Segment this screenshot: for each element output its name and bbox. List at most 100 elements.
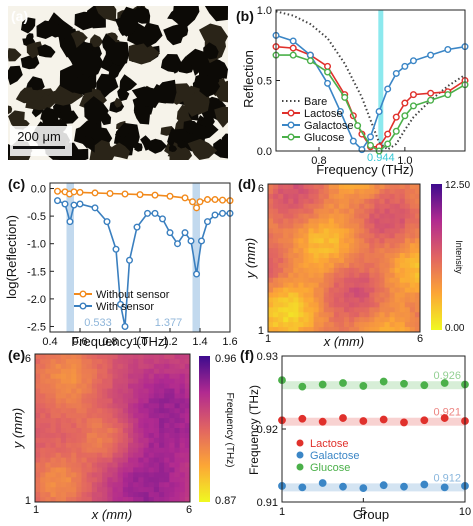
frequency-cell [50,447,57,454]
c-point-with-sensor [187,237,195,245]
intensity-cell [318,258,325,264]
frequency-cell [86,363,93,370]
intensity-cell [293,277,299,284]
frequency-cell [45,477,51,483]
intensity-cell [328,198,335,205]
intensity-cell [389,302,396,308]
intensity-cell [308,327,314,333]
f-point-glucose [400,379,408,388]
intensity-cell [303,208,309,214]
intensity-cell [338,233,345,239]
intensity-cell [374,238,380,244]
intensity-cell [359,262,365,269]
intensity-cell [394,282,401,288]
frequency-cell [174,457,181,463]
frequency-cell [97,497,103,503]
c-point-without-sensor [218,196,226,204]
frequency-cell [76,373,82,380]
intensity-cell [344,193,350,200]
intensity-cell [369,193,375,200]
intensity-cell [379,193,385,200]
intensity-cell [318,238,325,244]
intensity-cell [404,188,411,195]
frequency-cell [138,358,144,365]
intensity-cell [389,267,396,274]
frequency-cell [60,492,67,498]
intensity-cell [399,277,406,284]
frequency-cell [86,398,93,404]
frequency-cell [45,363,51,370]
frequency-cell [35,358,41,365]
frequency-cell [138,462,144,468]
frequency-cell [128,403,134,409]
c-band-1 [192,183,200,332]
intensity-cell [374,262,380,269]
frequency-cell [81,467,88,473]
intensity-cell [409,248,416,254]
intensity-cell [369,243,375,249]
intensity-cell [278,312,284,318]
intensity-cell [369,253,375,259]
intensity-cell [318,312,325,318]
frequency-cell [97,487,103,493]
intensity-cell [293,198,299,205]
frequency-cell [169,492,175,498]
intensity-cell [333,238,340,244]
frequency-cell [117,432,124,439]
intensity-cell [288,312,294,318]
particle [38,93,52,108]
frequency-cell [35,428,41,434]
intensity-cell [293,322,299,328]
intensity-cell [288,317,294,323]
frequency-cell [55,467,62,473]
intensity-cell [303,223,309,229]
intensity-cell [283,198,289,205]
frequency-cell [50,452,57,458]
intensity-cell [344,243,350,249]
intensity-cell [354,198,360,205]
intensity-cell [389,198,396,205]
intensity-map-x-axis-label: x (mm) [323,334,364,349]
c-point-with-sensor [70,201,78,209]
b-point-galactose [375,108,383,116]
intensity-cell [313,228,320,234]
frequency-cell [60,368,67,375]
intensity-cell [268,258,274,264]
frequency-cell [164,393,170,399]
frequency-cell [164,447,170,454]
frequency-cell [117,423,124,429]
repeatability-y-axis-label: Frequency (THz) [247,385,261,475]
c-y-tick-label: -0.5 [27,211,46,223]
frequency-cell [117,418,124,424]
intensity-cell [303,267,309,274]
frequency-cell [71,363,77,370]
intensity-cell [394,262,401,269]
intensity-cell [404,287,411,293]
frequency-cell [86,354,93,360]
frequency-cell [60,447,67,454]
intensity-cell [293,262,299,269]
intensity-cell [308,228,314,234]
f-point-glucose [359,382,368,390]
intensity-cell [323,292,330,298]
frequency-cell [60,378,67,384]
intensity-cell [278,267,284,274]
intensity-cell [323,233,330,239]
c-x-tick-label: 0.6 [72,336,87,348]
frequency-cell [50,432,57,439]
reflection-x-axis-label: Frequency (THz) [316,162,414,177]
b-point-lactose [289,44,297,52]
intensity-cell [308,302,314,308]
frequency-cell [117,442,124,449]
frequency-cell [76,383,82,389]
intensity-cell [379,282,385,288]
intensity-cell [369,184,375,190]
c-point-with-sensor [125,256,133,264]
intensity-cell [323,248,330,254]
frequency-cell [81,482,88,488]
intensity-cell [323,307,330,313]
frequency-cell [128,388,134,394]
intensity-cell [303,233,309,239]
frequency-cell [35,482,41,488]
b-point-glucose [367,141,375,149]
